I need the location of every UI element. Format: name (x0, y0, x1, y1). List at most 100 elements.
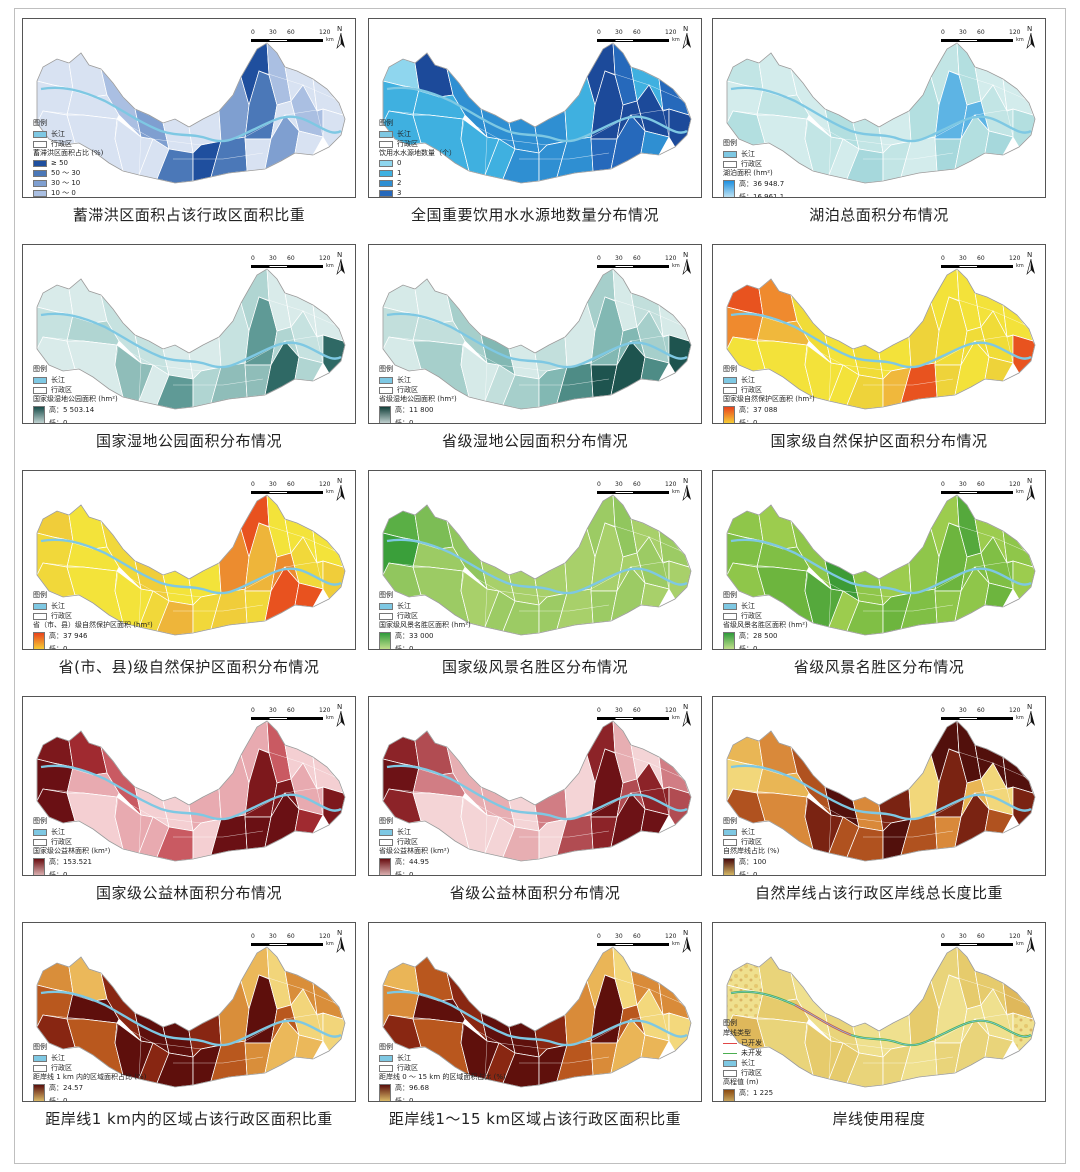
yangtze-river (40, 86, 342, 143)
scale-tick: 120 (1009, 707, 1021, 714)
scale-bar-graphic (597, 943, 669, 946)
scale-tick: 0 (597, 255, 601, 262)
choropleth-map (726, 42, 1036, 184)
scale-unit: km (672, 37, 680, 43)
river-swatch (379, 130, 393, 138)
class-swatch (379, 179, 393, 187)
map-legend: 图例 长江 行政区 国家级湿地公园面积 (hm²) 高：5 503.14 低：0 (33, 365, 118, 424)
scale-bar-graphic (251, 491, 323, 494)
scale-tick: 0 (251, 933, 255, 940)
north-label: N (337, 25, 343, 33)
yangtze-river (40, 990, 342, 1047)
high-value: 11 800 (409, 406, 434, 414)
low-prefix: 低： (739, 871, 753, 876)
low-prefix: 低： (395, 419, 409, 424)
ramp-high: 高：37 946 (49, 632, 88, 641)
north-arrow-icon: N (681, 703, 693, 727)
north-label: N (1027, 929, 1033, 937)
legend-variable-name: 湖泊面积 (hm²) (723, 169, 773, 177)
scale-tick: 60 (977, 255, 985, 262)
class-label: 1 (397, 168, 402, 177)
scale-bar-graphic (251, 717, 323, 720)
scale-unit: km (326, 941, 334, 947)
legend-title: 图例 (33, 119, 47, 127)
low-value: 0 (63, 419, 68, 424)
ramp-high: 高：33 000 (395, 632, 434, 641)
class-swatch (33, 169, 47, 177)
class-label: 50 ～ 30 (51, 168, 81, 177)
legend-variable-name: 省级湿地公园面积 (hm²) (379, 395, 457, 403)
scale-tick: 0 (941, 29, 945, 36)
ramp-low: 低：0 (395, 419, 434, 424)
legend-variable-name: 高程值 (m) (723, 1078, 759, 1086)
scale-unit: km (672, 941, 680, 947)
map-legend: 图例 长江 行政区 国家级自然保护区面积 (hm²) 高：37 088 低：0 (723, 365, 815, 423)
scale-tick: 0 (251, 707, 255, 714)
scale-tick: 30 (615, 707, 623, 714)
scale-tick: 0 (941, 481, 945, 488)
high-value: 5 503.14 (63, 406, 95, 414)
map-legend: 图例 长江 行政区 国家级公益林面积 (km²) 高：153.521 低：0 (33, 817, 110, 875)
high-value: 36 948.7 (753, 180, 785, 188)
high-value: 1 225 (753, 1089, 774, 1097)
high-prefix: 高： (739, 632, 753, 640)
river-label: 长江 (741, 601, 755, 610)
scale-tick: 30 (269, 29, 277, 36)
color-ramp (723, 632, 735, 649)
high-prefix: 高： (49, 1084, 63, 1092)
north-arrow-icon: N (1025, 477, 1037, 501)
scale-tick: 0 (597, 481, 601, 488)
admin-region (658, 304, 690, 342)
river-label: 长江 (397, 375, 411, 384)
scale-tick: 120 (1009, 481, 1021, 488)
admin-label: 行政区 (741, 159, 762, 168)
scale-unit: km (672, 489, 680, 495)
admin-label: 行政区 (741, 611, 762, 620)
admin-swatch (723, 1069, 737, 1077)
map-caption: 省级公益林面积分布情况 (449, 884, 621, 902)
scale-tick: 0 (941, 933, 945, 940)
legend-title: 图例 (379, 591, 393, 599)
high-prefix: 高： (739, 1089, 753, 1097)
legend-variable-name: 国家级湿地公园面积 (hm²) (33, 395, 118, 403)
map-panel: 0 30 60 120 km N 图例 长江 行政区 湖泊面积 (hm²) 高：36 948.7 低：… (712, 18, 1046, 198)
high-value: 96.68 (409, 1084, 430, 1092)
north-arrow-icon: N (681, 25, 693, 49)
map-panel: 0 30 60 120 km N 图例 长江 行政区 自然岸线占比 (%) 高：100 低：0 (712, 696, 1046, 876)
admin-label: 行政区 (397, 1063, 418, 1072)
map-cell: 0 30 60 120 km N 图例 长江 行政区 国家级风景名胜区面积 (hm²) 高：33 0… (368, 470, 702, 696)
map-legend: 图例 长江 行政区 国家级风景名胜区面积 (hm²) 高：33 000 低：0 (379, 591, 471, 649)
map-legend: 图例 长江 行政区 湖泊面积 (hm²) 高：36 948.7 低：16.961 1 (723, 139, 785, 197)
map-legend: 图例 长江 行政区 距岸线 0 ～ 15 km 的区域面积占比 (%) 高：96.68 低… (379, 1043, 506, 1101)
color-ramp (33, 406, 45, 423)
ramp-high: 高：24.57 (49, 1084, 83, 1093)
legend-class: 10 ～ 0 (33, 188, 103, 197)
legend-title: 图例 (723, 817, 737, 825)
admin-label: 行政区 (397, 385, 418, 394)
yangtze-river (386, 538, 688, 595)
scale-bar: 0 30 60 120 km (251, 707, 334, 731)
admin-label: 行政区 (51, 611, 72, 620)
scale-unit: km (1016, 941, 1024, 947)
scale-tick: 0 (251, 481, 255, 488)
scale-bar: 0 30 60 120 km (941, 933, 1024, 957)
color-ramp (379, 632, 391, 649)
river-label: 长江 (741, 827, 755, 836)
class-label: 10 ～ 0 (51, 188, 76, 197)
scale-tick: 120 (665, 481, 677, 488)
map-cell: 0 30 60 120 km N 图例 长江 行政区 省级风景名胜区面积 (hm²) 高：28 50… (712, 470, 1046, 696)
legend-title: 图例 (33, 365, 47, 373)
scale-bar: 0 30 60 120 km (251, 255, 334, 279)
admin-swatch (33, 612, 47, 620)
map-legend: 图例 长江 行政区 蓄滞洪区面积占比 (%) ≥ 50 50 ～ 30 30 ～ 10 10 … (33, 119, 103, 197)
scale-bar: 0 30 60 120 km (597, 707, 680, 731)
admin-label: 行政区 (397, 139, 418, 148)
north-label: N (337, 251, 343, 259)
map-cell: 0 30 60 120 km N 图例 长江 行政区 省（市、县）级自然保护区面积 (hm²) 高：… (22, 470, 356, 696)
scale-bar: 0 30 60 120 km (597, 255, 680, 279)
scale-bar-graphic (597, 265, 669, 268)
class-swatch (379, 159, 393, 167)
scale-tick: 60 (287, 255, 295, 262)
admin-region (312, 78, 344, 116)
high-prefix: 高： (395, 1084, 409, 1092)
